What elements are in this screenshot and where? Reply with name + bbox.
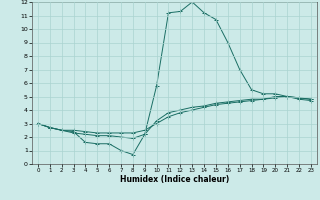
X-axis label: Humidex (Indice chaleur): Humidex (Indice chaleur)	[120, 175, 229, 184]
